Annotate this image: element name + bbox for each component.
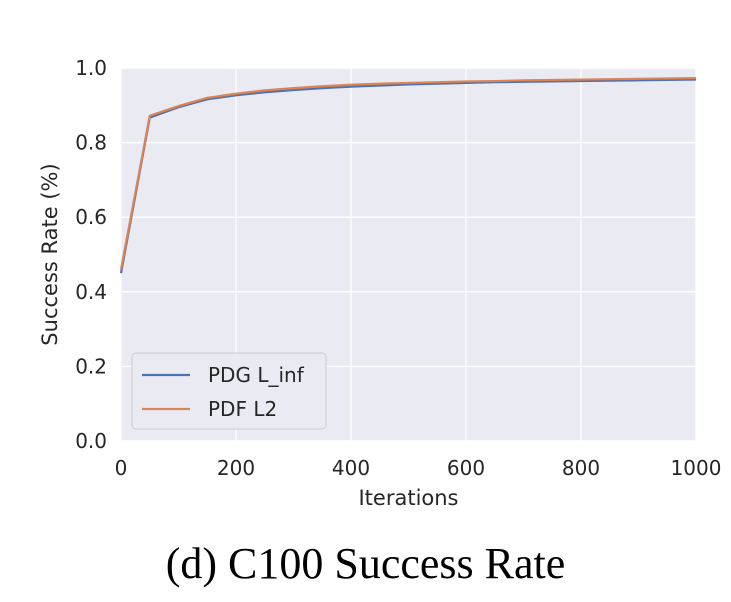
figure-caption: (d) C100 Success Rate <box>165 539 566 588</box>
x-tick-label: 400 <box>332 456 370 480</box>
series-line-0 <box>119 78 697 274</box>
legend: PDG L_inf PDF L2 <box>131 352 327 430</box>
line-chart: 0 200 400 600 800 1000 0.0 0.2 0.4 0.6 0.8 1.0 Iter… <box>38 56 721 510</box>
legend-entry-pdf-l2: PDF L2 <box>208 397 277 421</box>
y-tick-label: 1.0 <box>75 56 107 80</box>
x-axis-label: Iterations <box>358 486 458 510</box>
x-tick-label: 1000 <box>671 456 722 480</box>
x-tick-label: 600 <box>447 456 485 480</box>
series-line-1 <box>119 76 697 270</box>
y-tick-label: 0.0 <box>75 429 107 453</box>
tick-labels: 0 200 400 600 800 1000 0.0 0.2 0.4 0.6 0.8 1.0 <box>75 56 721 480</box>
x-tick-label: 200 <box>217 456 255 480</box>
y-tick-label: 0.6 <box>75 205 107 229</box>
y-tick-label: 0.8 <box>75 131 107 155</box>
y-axis-label: Success Rate (%) <box>38 163 62 345</box>
series-lines <box>119 76 697 274</box>
x-tick-label: 0 <box>115 456 128 480</box>
legend-entry-pdg-linf: PDG L_inf <box>208 363 305 387</box>
x-tick-label: 800 <box>562 456 600 480</box>
y-tick-label: 0.4 <box>75 280 107 304</box>
y-tick-label: 0.2 <box>75 354 107 378</box>
